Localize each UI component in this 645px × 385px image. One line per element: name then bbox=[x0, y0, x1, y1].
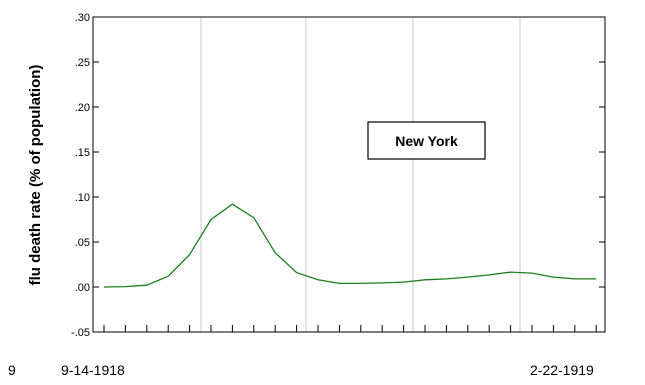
legend-label: New York bbox=[395, 133, 458, 149]
y-tick-label: -.05 bbox=[71, 327, 90, 339]
grid-lines bbox=[200, 17, 521, 332]
y-axis: .30 .25 .20 .15 .10 .05 .00 -.05 bbox=[71, 12, 605, 339]
series-layer bbox=[103, 203, 597, 288]
x-axis bbox=[103, 325, 597, 332]
x-label-start-date: 9-14-1918 bbox=[61, 362, 125, 378]
plot-frame bbox=[92, 16, 606, 333]
y-tick-label: .10 bbox=[75, 192, 90, 204]
y-tick-label: .20 bbox=[75, 102, 90, 114]
y-tick-label: .00 bbox=[75, 282, 90, 294]
y-axis-label: flu death rate (% of population) bbox=[27, 65, 44, 286]
x-label-left-cut: 9 bbox=[8, 362, 16, 378]
y-tick-label: .15 bbox=[75, 147, 90, 159]
legend-box: New York bbox=[367, 121, 486, 160]
y-tick-label: .30 bbox=[75, 12, 90, 24]
y-tick-label: .05 bbox=[75, 237, 90, 249]
x-label-end-date: 2-22-1919 bbox=[530, 362, 594, 378]
series-line bbox=[103, 203, 597, 288]
y-tick-label: .25 bbox=[75, 57, 90, 69]
